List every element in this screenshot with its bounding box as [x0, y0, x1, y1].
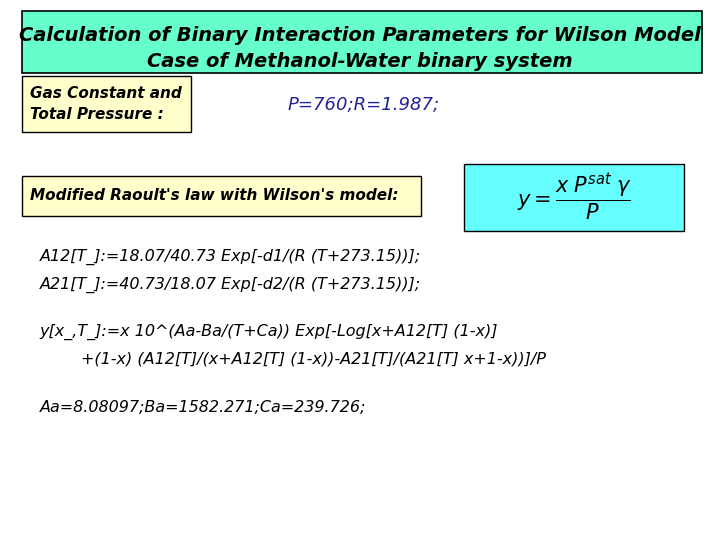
Text: Aa=8.08097;Ba=1582.271;Ca=239.726;: Aa=8.08097;Ba=1582.271;Ca=239.726;	[40, 400, 366, 415]
FancyBboxPatch shape	[22, 176, 421, 216]
Text: Modified Raoult's law with Wilson's model:: Modified Raoult's law with Wilson's mode…	[30, 188, 399, 203]
Text: P=760;R=1.987;: P=760;R=1.987;	[288, 96, 440, 114]
Text: Case of Methanol-Water binary system: Case of Methanol-Water binary system	[147, 51, 573, 71]
FancyBboxPatch shape	[22, 11, 702, 73]
Text: A21[T_]:=40.73/18.07 Exp[-d2/(R (T+273.15))];: A21[T_]:=40.73/18.07 Exp[-d2/(R (T+273.1…	[40, 276, 420, 293]
Text: $y = \dfrac{x\;P^{sat}\;\gamma}{P}$: $y = \dfrac{x\;P^{sat}\;\gamma}{P}$	[517, 172, 631, 223]
FancyBboxPatch shape	[22, 76, 191, 132]
Text: +(1-x) (A12[T]/(x+A12[T] (1-x))-A21[T]/(A21[T] x+1-x))]/P: +(1-x) (A12[T]/(x+A12[T] (1-x))-A21[T]/(…	[40, 352, 546, 367]
Text: Calculation of Binary Interaction Parameters for Wilson Model: Calculation of Binary Interaction Parame…	[19, 25, 701, 45]
Text: Gas Constant and
Total Pressure :: Gas Constant and Total Pressure :	[30, 86, 182, 122]
FancyBboxPatch shape	[464, 164, 684, 231]
Text: y[x_,T_]:=x 10^(Aa-Ba/(T+Ca)) Exp[-Log[x+A12[T] (1-x)]: y[x_,T_]:=x 10^(Aa-Ba/(T+Ca)) Exp[-Log[x…	[40, 324, 498, 340]
Text: A12[T_]:=18.07/40.73 Exp[-d1/(R (T+273.15))];: A12[T_]:=18.07/40.73 Exp[-d1/(R (T+273.1…	[40, 248, 420, 265]
